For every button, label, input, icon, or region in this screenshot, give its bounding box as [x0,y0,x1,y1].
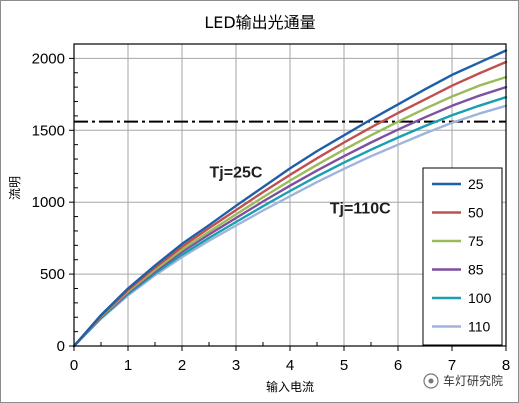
plot-border [73,43,507,347]
y-tick-label: 2000 [32,50,65,67]
x-tick-label: 4 [286,357,294,374]
y-axis-label: 流明 [8,176,22,200]
x-tick-label: 5 [340,357,348,374]
chart-title: LED输出光通量 [204,13,315,32]
x-tick-label: 2 [178,357,186,374]
x-tick-label: 8 [502,357,510,374]
y-tick-label: 1000 [32,194,65,211]
y-tick-label: 0 [57,338,65,355]
legend-label-75: 75 [468,233,484,249]
annotation-2: Tj=110C [330,201,391,218]
series-layer [72,49,508,348]
y-tick-label: 1500 [32,122,65,139]
series-line-50 [72,60,508,348]
legend-label-85: 85 [468,262,484,278]
watermark-logo-dot [428,378,434,384]
watermark-text: 车灯研究院 [443,373,503,388]
x-tick-label: 6 [394,357,402,374]
legend: 25 50 75 85 100 110 [422,167,503,346]
x-tick-label: 0 [70,357,78,374]
annotation-layer: Tj=25C Tj=110C [210,165,392,218]
x-axis-label: 输入电流 [266,379,314,394]
series-line-25 [72,49,508,348]
series-line-75 [72,75,508,348]
series-line-100 [72,95,508,348]
watermark-logo-icon [423,373,439,389]
legend-label-110: 110 [468,319,491,335]
y-tick-label: 500 [40,266,65,283]
legend-box [422,167,503,346]
tick-label-layer: 0 1 2 3 4 5 6 7 8 0 500 1000 1500 2000 [32,50,511,374]
x-tick-label: 3 [232,357,240,374]
annotation-1: Tj=25C [210,165,263,182]
legend-label-100: 100 [468,290,492,306]
x-tick-label: 1 [124,357,132,374]
legend-label-25: 25 [468,176,484,192]
legend-label-50: 50 [468,205,484,221]
watermark: 车灯研究院 [423,373,503,389]
series-line-110 [72,104,508,348]
x-tick-label: 7 [448,357,456,374]
